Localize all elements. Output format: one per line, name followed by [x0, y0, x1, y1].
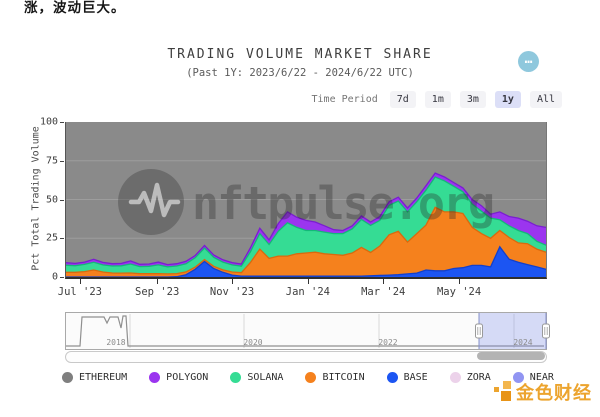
legend-label: BASE: [403, 372, 428, 383]
range-navigator[interactable]: 2018 2020 2022 2024: [65, 312, 550, 350]
x-tick-label: Mar '24: [361, 286, 406, 298]
time-period-label: Time Period: [311, 94, 378, 105]
legend-label: ETHEREUM: [79, 372, 128, 383]
y-tick-mark: [60, 122, 64, 123]
jinse-logo-icon: [494, 381, 511, 401]
x-tick-label: May '24: [436, 286, 482, 298]
x-tick-mark: [459, 279, 461, 284]
time-period-1y[interactable]: 1y: [494, 91, 521, 108]
y-tick-label: 50: [45, 194, 58, 205]
more-options-button[interactable]: …: [518, 51, 539, 72]
navigator-year-label: 2020: [243, 338, 262, 347]
legend-label: BITCOIN: [322, 372, 365, 383]
y-tick-mark: [60, 238, 64, 240]
legend-label: NEAR: [529, 372, 554, 383]
legend-label: ZORA: [466, 372, 491, 383]
ethereum-color-dot: [62, 372, 73, 383]
x-tick-label: Sep '23: [135, 286, 180, 298]
stacked-area-svg: [66, 160, 546, 277]
time-period-3m[interactable]: 3m: [459, 91, 486, 108]
legend-item-bitcoin[interactable]: BITCOIN: [305, 372, 365, 383]
horizontal-scrollbar[interactable]: [65, 351, 547, 363]
legend-item-near[interactable]: NEAR: [512, 372, 554, 383]
time-period-1m[interactable]: 1m: [424, 91, 451, 108]
page-title: TRADING VOLUME MARKET SHARE: [167, 47, 433, 62]
legend-item-solana[interactable]: SOLANA: [230, 372, 283, 383]
x-tick-mark: [79, 279, 81, 284]
x-tick-mark: [232, 279, 234, 284]
x-tick-mark: [157, 279, 159, 284]
legend-item-zora[interactable]: ZORA: [449, 372, 491, 383]
y-tick-mark: [60, 199, 64, 201]
x-tick-mark: [383, 279, 385, 284]
y-tick-label: 100: [39, 116, 58, 128]
base-color-dot: [386, 372, 398, 383]
bitcoin-color-dot: [305, 372, 317, 383]
navigator-selection[interactable]: [479, 313, 546, 349]
time-period-all[interactable]: All: [529, 91, 562, 108]
polygon-color-dot: [149, 372, 161, 383]
y-tick-mark: [60, 277, 64, 278]
navigator-year-label: 2018: [106, 338, 125, 347]
y-tick-label: 0: [51, 271, 58, 283]
near-color-dot: [512, 372, 524, 383]
solana-color-dot: [230, 372, 242, 383]
navigator-year-label: 2024: [513, 338, 532, 347]
x-tick-mark: [307, 279, 309, 284]
legend-label: SOLANA: [247, 372, 284, 383]
scrollbar-thumb[interactable]: [477, 352, 545, 360]
navigator-year-label: 2022: [378, 338, 397, 347]
x-tick-label: Nov '23: [209, 286, 255, 298]
x-tick-label: Jul '23: [57, 286, 103, 298]
chinese-note-text: 涨，波动巨大。: [24, 0, 126, 16]
zora-color-dot: [449, 372, 461, 383]
legend-item-base[interactable]: BASE: [386, 372, 428, 383]
time-period-selector: Time Period 7d 1m 3m 1y All: [312, 91, 562, 108]
y-tick-label: 25: [45, 232, 58, 244]
chart-legend: ETHEREUM POLYGON SOLANA BITCOIN BASE ZORA NEAR: [62, 372, 554, 383]
y-tick-mark: [60, 160, 64, 162]
page-subtitle: (Past 1Y: 2023/6/22 - 2024/6/22 UTC): [186, 67, 414, 79]
stacked-area-chart: nftpulse.org: [65, 122, 547, 279]
jinse-finance-logo: 金色财经: [492, 379, 592, 405]
legend-item-ethereum[interactable]: ETHEREUM: [62, 372, 127, 383]
time-period-buttons: 7d 1m 3m 1y All: [389, 91, 562, 108]
time-period-7d[interactable]: 7d: [389, 91, 416, 108]
jinse-logo-text: 金色财经: [516, 383, 592, 404]
navigator-handle-left[interactable]: [475, 323, 483, 339]
legend-item-polygon[interactable]: POLYGON: [149, 372, 208, 383]
x-tick-label: Jan '24: [285, 286, 331, 298]
legend-label: POLYGON: [166, 372, 209, 383]
y-tick-label: 75: [45, 155, 58, 167]
navigator-handle-right[interactable]: [542, 323, 550, 339]
